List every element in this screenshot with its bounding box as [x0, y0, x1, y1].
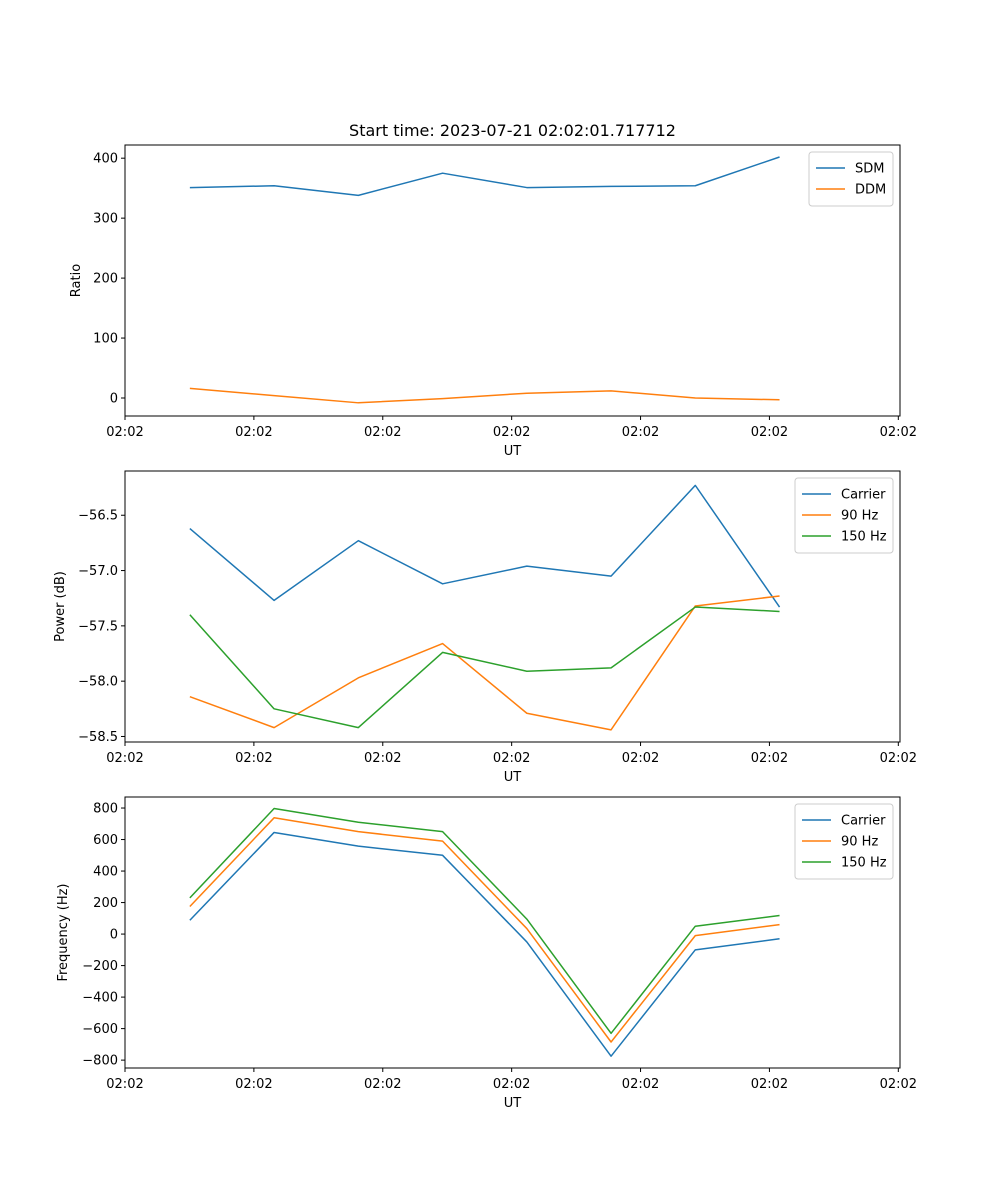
legend-box [794, 803, 894, 880]
series-line-90-hz [189, 817, 780, 1043]
x-tick-label: 02:02 [493, 1077, 530, 1092]
series-line-sdm [189, 156, 780, 197]
y-tick-label: 200 [93, 896, 118, 911]
chart-title: Start time: 2023-07-21 02:02:01.717712 [349, 121, 676, 140]
y-tick-label: 800 [93, 802, 118, 817]
y-tick-label: 400 [93, 152, 118, 167]
x-tick-label: 02:02 [751, 425, 788, 440]
x-axis-label: UT [504, 444, 522, 459]
y-tick-label: −57.5 [78, 619, 118, 634]
series-line-ddm [189, 387, 780, 404]
y-tick-label: −56.5 [78, 509, 118, 524]
x-tick-label: 02:02 [493, 751, 530, 766]
x-tick-label: 02:02 [364, 1077, 401, 1092]
x-tick-label: 02:02 [880, 751, 917, 766]
legend: SDM DDM [808, 151, 894, 207]
plot-frame [124, 796, 901, 1069]
y-tick-label: 0 [110, 928, 118, 943]
y-tick-label: −58.0 [78, 675, 118, 690]
series-line-carrier [189, 484, 781, 608]
x-tick-label: 02:02 [622, 751, 659, 766]
x-tick-label: 02:02 [364, 751, 401, 766]
legend: Carrier 90 Hz 150 Hz [794, 477, 894, 554]
series-line-150-hz [189, 606, 780, 729]
x-tick-label: 02:02 [235, 425, 272, 440]
legend-box [808, 151, 894, 207]
x-tick-label: 02:02 [880, 425, 917, 440]
series-line-90-hz [189, 595, 780, 731]
x-tick-label: 02:02 [622, 425, 659, 440]
y-tick-label: −600 [82, 1022, 118, 1037]
legend-label: SDM [855, 162, 884, 177]
x-tick-label: 02:02 [235, 751, 272, 766]
y-axis-label: Ratio [69, 264, 84, 297]
x-tick-label: 02:02 [751, 1077, 788, 1092]
x-tick-label: 02:02 [106, 1077, 143, 1092]
y-tick-label: 100 [93, 332, 118, 347]
legend-label: 150 Hz [841, 530, 887, 545]
y-tick-label: 600 [93, 833, 118, 848]
x-tick-label: 02:02 [622, 1077, 659, 1092]
y-tick-label: −57.0 [78, 564, 118, 579]
y-tick-label: 200 [93, 272, 118, 287]
x-tick-label: 02:02 [493, 425, 530, 440]
y-tick-label: −800 [82, 1054, 118, 1069]
chart-panel-3: 02:02 02:02 02:02 02:02 02:02 02:02 02:02 UT 800… [56, 796, 917, 1111]
legend: Carrier 90 Hz 150 Hz [794, 803, 894, 880]
y-tick-label: 300 [93, 212, 118, 227]
x-tick-label: 02:02 [235, 1077, 272, 1092]
series-line-150-hz [189, 807, 780, 1035]
plot-frame [124, 470, 901, 743]
x-tick-label: 02:02 [106, 751, 143, 766]
x-tick-label: 02:02 [751, 751, 788, 766]
legend-label: Carrier [841, 814, 886, 829]
x-axis-label: UT [504, 770, 522, 785]
x-axis-label: UT [504, 1096, 522, 1111]
legend-label: 150 Hz [841, 856, 887, 871]
y-tick-label: −58.5 [78, 730, 118, 745]
y-axis-label: Frequency (Hz) [56, 883, 71, 981]
plot-frame [124, 144, 901, 417]
legend-label: Carrier [841, 488, 886, 503]
legend-label: DDM [855, 183, 886, 198]
y-axis-label: Power (dB) [53, 571, 68, 642]
y-tick-label: −200 [82, 959, 118, 974]
x-tick-label: 02:02 [364, 425, 401, 440]
legend-box [794, 477, 894, 554]
chart-panel-2: 02:02 02:02 02:02 02:02 02:02 02:02 02:02 UT −56… [53, 470, 917, 785]
y-tick-label: −400 [82, 991, 118, 1006]
y-tick-label: 0 [110, 392, 118, 407]
legend-label: 90 Hz [841, 835, 878, 850]
y-tick-label: 400 [93, 865, 118, 880]
series-line-carrier [189, 831, 780, 1057]
chart-panel-1: Start time: 2023-07-21 02:02:01.71771202… [69, 121, 917, 459]
x-tick-label: 02:02 [880, 1077, 917, 1092]
x-tick-label: 02:02 [106, 425, 143, 440]
legend-label: 90 Hz [841, 509, 878, 524]
